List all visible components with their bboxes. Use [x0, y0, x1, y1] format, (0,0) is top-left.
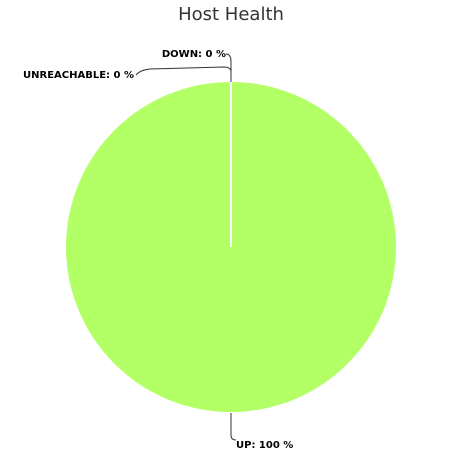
leader-line-up	[230, 413, 237, 441]
slice-labels: UP: 100 % DOWN: 0 % UNREACHABLE: 0 %	[23, 49, 293, 451]
chart-title: Host Health	[178, 4, 284, 25]
slice-label-up: UP: 100 %	[236, 440, 293, 451]
leader-line-down	[225, 53, 232, 82]
leader-line-unreachable	[135, 66, 232, 82]
slice-label-unreachable: UNREACHABLE: 0 %	[23, 70, 134, 81]
slice-label-down: DOWN: 0 %	[162, 49, 226, 60]
leader-lines	[135, 53, 237, 441]
